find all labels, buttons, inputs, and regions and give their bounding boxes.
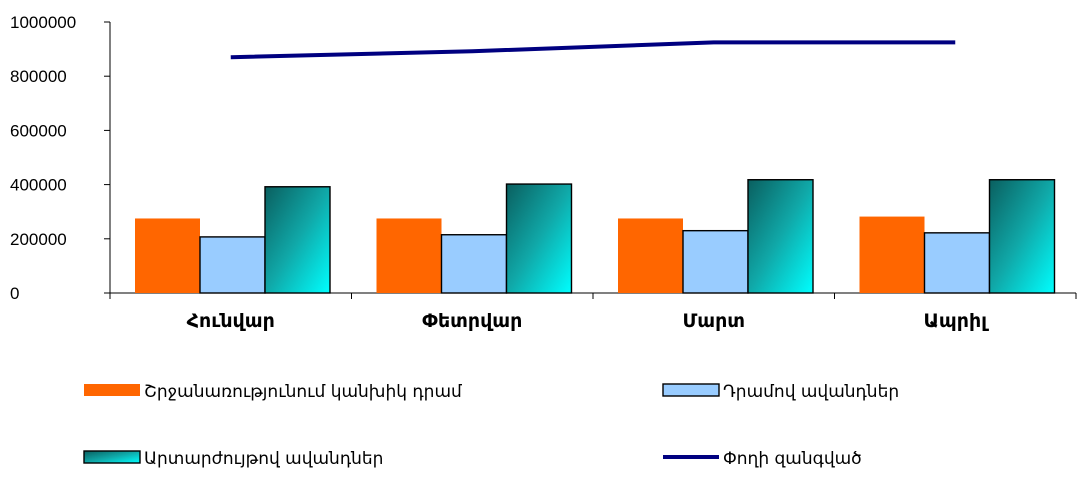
legend: Շրջանառությունում կանխիկ դրամ Դրամով ավան… [83, 382, 899, 469]
x-tick-label: Փետրվար [422, 310, 522, 332]
y-tick-label: 600000 [10, 121, 67, 140]
legend-swatch [83, 450, 141, 464]
line-path [230, 40, 956, 60]
bar [199, 236, 266, 294]
legend-label: Դրամով ավանդներ [723, 382, 899, 402]
x-tick-label: Մարտ [682, 310, 745, 332]
bar [376, 218, 442, 293]
y-tick-label: 200000 [10, 230, 67, 249]
legend-label: Արտարժույթով ավանդներ [144, 449, 383, 469]
legend-item: Դրամով ավանդներ [662, 382, 899, 402]
legend-swatch [662, 383, 720, 397]
legend-swatch [84, 384, 140, 396]
legend-item: Փողի զանգված [663, 449, 862, 469]
bar [682, 229, 749, 294]
legend-item: Արտարժույթով ավանդներ [83, 449, 383, 469]
bar [988, 179, 1056, 294]
bar [135, 218, 200, 293]
y-tick-label: 800000 [10, 67, 67, 86]
y-tick-label: 1000000 [10, 13, 76, 32]
y-tick-label: 400000 [10, 176, 67, 195]
bar [264, 186, 331, 294]
y-tick-label: 0 [10, 284, 19, 303]
bars [135, 179, 1056, 294]
bar [505, 183, 573, 294]
legend-item: Շրջանառությունում կանխիկ դրամ [84, 382, 462, 402]
legend-label: Շրջանառությունում կանխիկ դրամ [144, 382, 462, 402]
x-tick-label: Հունվար [187, 310, 275, 332]
bar [618, 218, 683, 293]
bar [859, 216, 925, 293]
bar [747, 179, 814, 294]
money-supply-line [230, 40, 956, 60]
bar [923, 232, 991, 294]
legend-label: Փողի զանգված [723, 449, 862, 469]
bar [440, 234, 508, 294]
x-tick-label: Ապրիլ [923, 310, 989, 332]
